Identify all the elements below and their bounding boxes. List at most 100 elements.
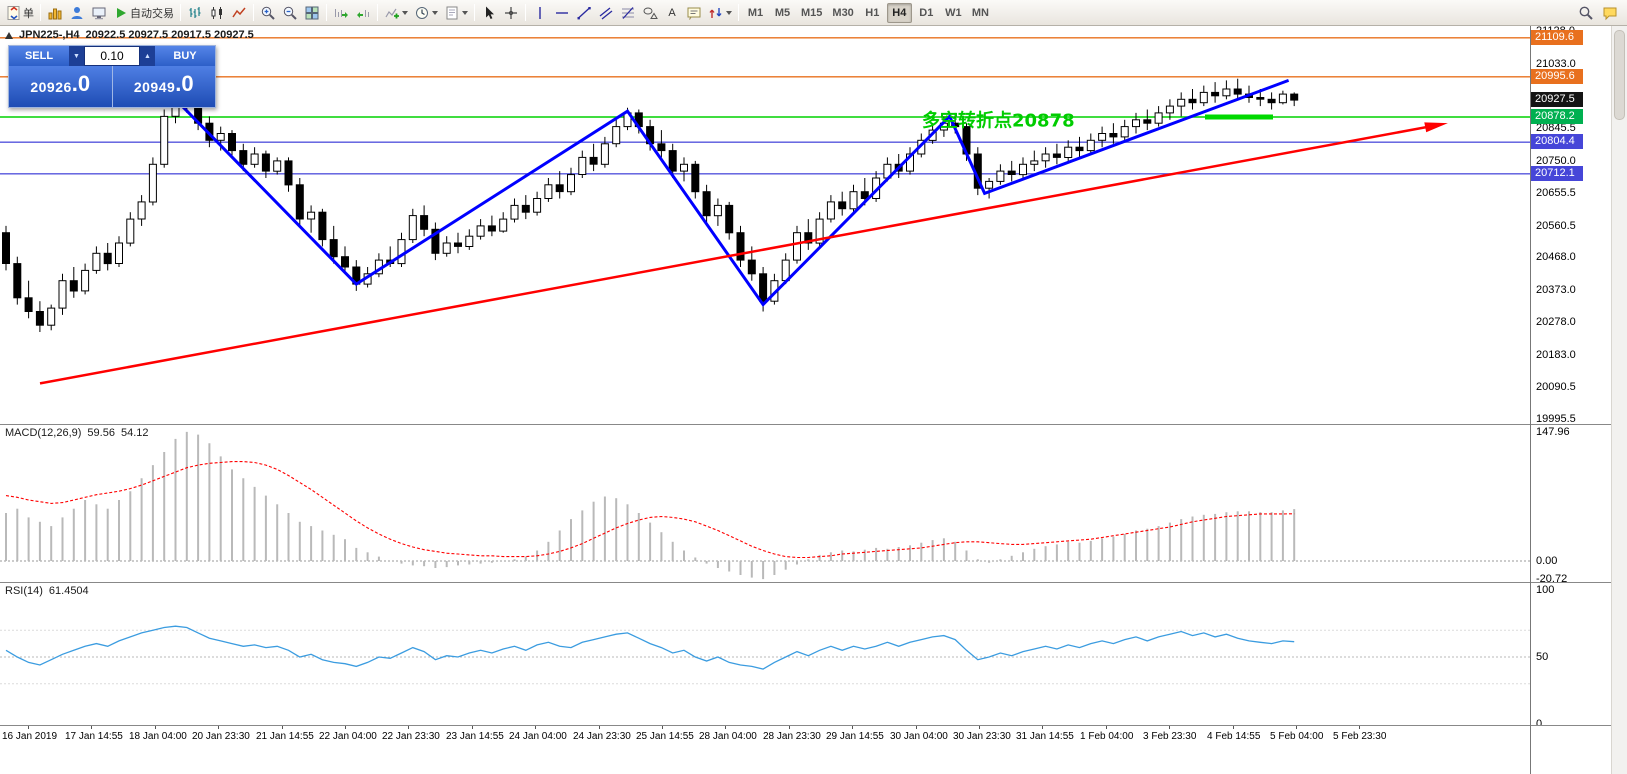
buy-price: 20949 bbox=[133, 78, 176, 95]
rsi-pane[interactable]: RSI(14) 61.4504 bbox=[0, 583, 1530, 726]
time-tick bbox=[282, 726, 283, 729]
price-tick: 20845.5 bbox=[1536, 122, 1576, 134]
volume-increase-button[interactable]: ▲ bbox=[140, 46, 155, 66]
templates-button[interactable] bbox=[441, 2, 471, 24]
search-button[interactable] bbox=[1575, 2, 1597, 24]
zoom-out-button[interactable] bbox=[279, 2, 301, 24]
time-label: 29 Jan 14:55 bbox=[826, 731, 884, 742]
price-tick: 20750.0 bbox=[1536, 155, 1576, 167]
auto-scroll-button[interactable] bbox=[330, 2, 352, 24]
price-tick: 20090.5 bbox=[1536, 381, 1576, 393]
text-label-button[interactable] bbox=[683, 2, 705, 24]
rsi-scale-tick: 100 bbox=[1536, 584, 1555, 596]
main-chart-pane[interactable]: 多空转折点20878+ JPN225-,H4 20922.5 20927.5 2… bbox=[0, 26, 1530, 425]
line-chart-button[interactable] bbox=[228, 2, 250, 24]
symbol-title: JPN225-,H4 bbox=[19, 29, 80, 41]
toolbar: 单 自动交易 A M1 M5 M15 M30 H1 H4 D1 W1 MN bbox=[0, 0, 1627, 26]
horizontal-line-button[interactable] bbox=[551, 2, 573, 24]
price-tick: 20468.0 bbox=[1536, 251, 1576, 263]
zoom-out-icon bbox=[283, 6, 297, 20]
cursor-button[interactable] bbox=[478, 2, 500, 24]
macd-pane[interactable]: MACD(12,26,9) 59.56 54.12 bbox=[0, 425, 1530, 583]
channel-icon bbox=[599, 6, 613, 20]
trade-panel-divider bbox=[111, 66, 113, 107]
timeframe-w1-button[interactable]: W1 bbox=[945, 6, 962, 19]
rsi-level-lines bbox=[0, 629, 1530, 685]
time-tick bbox=[1296, 726, 1297, 729]
indicators-icon bbox=[385, 8, 399, 18]
bar-chart-button[interactable] bbox=[184, 2, 206, 24]
time-label: 3 Feb 23:30 bbox=[1143, 731, 1197, 742]
time-label: 20 Jan 23:30 bbox=[192, 731, 250, 742]
time-tick bbox=[852, 726, 853, 729]
tile-windows-button[interactable] bbox=[301, 2, 323, 24]
chat-button[interactable] bbox=[1599, 2, 1621, 24]
trendline-arrowhead bbox=[1424, 122, 1448, 133]
timeframe-m30-button[interactable]: M30 bbox=[832, 6, 854, 19]
time-axis[interactable]: 16 Jan 2019 17 Jan 14:55 18 Jan 04:00 20 Ja… bbox=[0, 726, 1530, 746]
new-order-button[interactable]: 单 bbox=[3, 2, 37, 24]
shapes-button[interactable] bbox=[639, 2, 661, 24]
toolbar-left: 单 自动交易 A M1 M5 M15 M30 H1 H4 D1 W1 MN bbox=[3, 0, 1575, 25]
rsi-svg[interactable] bbox=[0, 583, 1530, 725]
price-badge: 20712.1 bbox=[1531, 166, 1583, 181]
chart-shift-icon bbox=[357, 9, 369, 18]
chart-shift-button[interactable] bbox=[352, 2, 374, 24]
sell-price-button[interactable]: 20926.0 bbox=[9, 66, 112, 107]
macd-scale[interactable]: 147.96 0.00 -20.72 bbox=[1531, 425, 1611, 583]
buy-button[interactable]: BUY bbox=[155, 46, 215, 66]
macd-histogram bbox=[5, 431, 1296, 580]
timeframe-mn-button[interactable]: MN bbox=[971, 6, 989, 19]
timeframe-m5-button[interactable]: M5 bbox=[774, 6, 791, 19]
macd-scale-tick: 0.00 bbox=[1536, 555, 1558, 567]
indicators-button[interactable] bbox=[381, 2, 411, 24]
buy-price-button[interactable]: 20949.0 bbox=[112, 66, 215, 107]
volume-input[interactable] bbox=[84, 46, 140, 66]
fibonacci-button[interactable] bbox=[617, 2, 639, 24]
timeframe-h1-button[interactable]: H1 bbox=[865, 6, 880, 19]
time-label: 30 Jan 04:00 bbox=[890, 731, 948, 742]
arrows-button[interactable] bbox=[705, 2, 735, 24]
macd-svg[interactable] bbox=[0, 425, 1530, 582]
chart-window-icon bbox=[5, 31, 13, 39]
workspace: 多空转折点20878+ JPN225-,H4 20922.5 20927.5 2… bbox=[0, 26, 1627, 774]
vertical-scrollbar[interactable] bbox=[1611, 26, 1627, 774]
timeframe-m15-button[interactable]: M15 bbox=[801, 6, 823, 19]
terminal-button[interactable] bbox=[88, 2, 110, 24]
price-tick: 21033.0 bbox=[1536, 58, 1576, 70]
market-watch-button[interactable] bbox=[44, 2, 66, 24]
time-tick bbox=[1106, 726, 1107, 729]
trendline-button[interactable] bbox=[573, 2, 595, 24]
text-button-label: A bbox=[668, 6, 676, 19]
price-scale-column[interactable]: 21128.021033.020845.520750.020655.520560… bbox=[1530, 26, 1611, 774]
zoom-in-icon bbox=[261, 6, 275, 20]
time-tick bbox=[725, 726, 726, 729]
navigator-icon bbox=[71, 6, 83, 19]
timeframe-d1-button[interactable]: D1 bbox=[919, 6, 934, 19]
periods-button[interactable] bbox=[411, 2, 441, 24]
time-tick bbox=[1169, 726, 1170, 729]
main-chart-svg[interactable]: 多空转折点20878+ bbox=[0, 26, 1530, 424]
trade-panel-top-row: SELL ▼ ▲ BUY bbox=[9, 46, 215, 66]
volume-decrease-button[interactable]: ▼ bbox=[69, 46, 84, 66]
sell-button[interactable]: SELL bbox=[9, 46, 69, 66]
navigator-button[interactable] bbox=[66, 2, 88, 24]
candlestick-chart-button[interactable] bbox=[206, 2, 228, 24]
timeframe-h4-button[interactable]: H4 bbox=[886, 2, 912, 23]
timeframe-m1-button[interactable]: M1 bbox=[747, 6, 764, 19]
vertical-line-button[interactable] bbox=[529, 2, 551, 24]
zoom-in-button[interactable] bbox=[257, 2, 279, 24]
dropdown-arrow-icon bbox=[432, 10, 438, 15]
crosshair-button[interactable] bbox=[500, 2, 522, 24]
text-button[interactable]: A bbox=[661, 2, 683, 24]
price-tick: 20373.0 bbox=[1536, 284, 1576, 296]
toolbar-separator bbox=[525, 4, 526, 21]
autotrading-button[interactable]: 自动交易 bbox=[110, 2, 177, 24]
equidistant-channel-button[interactable] bbox=[595, 2, 617, 24]
main-price-scale[interactable]: 21128.021033.020845.520750.020655.520560… bbox=[1531, 26, 1611, 425]
time-tick bbox=[789, 726, 790, 729]
rsi-scale-tick: 50 bbox=[1536, 651, 1549, 663]
scrollbar-thumb[interactable] bbox=[1614, 30, 1625, 120]
time-tick bbox=[535, 726, 536, 729]
rsi-scale[interactable]: 100 50 0 bbox=[1531, 583, 1611, 726]
